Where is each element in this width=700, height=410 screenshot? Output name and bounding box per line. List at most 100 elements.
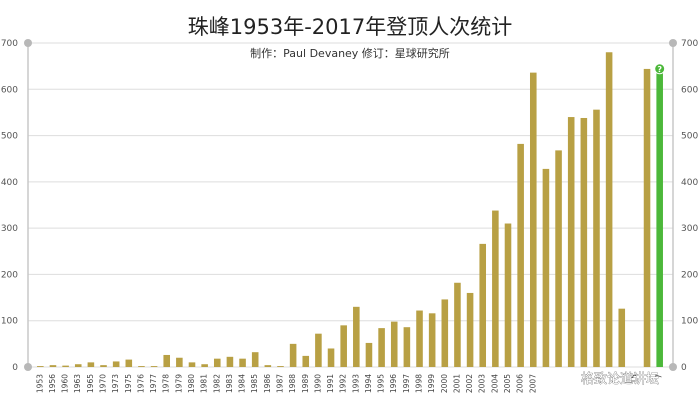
x-tick-labels: 1953 1956 1960 1963 1965 1970 1973 1975 1976 1977… — [35, 374, 663, 393]
bar — [466, 292, 474, 367]
right-axis-end-dot — [669, 363, 677, 371]
right-y-tick-label: 400 — [681, 178, 698, 188]
bar — [176, 357, 183, 367]
bar — [213, 358, 221, 367]
x-tick-label: 1991 — [326, 374, 335, 393]
bar — [302, 355, 310, 367]
x-tick-label: 2007 — [528, 374, 537, 393]
bar — [37, 366, 44, 367]
right-y-tick-label: 200 — [681, 270, 698, 280]
right-y-axis: 0 100 200 300 400 500 600 700 — [669, 39, 698, 373]
bar — [643, 68, 651, 368]
x-tick-label: 1956 — [48, 374, 57, 393]
left-y-tick-label: 400 — [1, 178, 18, 188]
bar — [264, 365, 272, 367]
bar — [567, 117, 575, 367]
x-tick-label: 2000 — [440, 374, 449, 393]
x-tick-label: 1963 — [73, 374, 82, 393]
bar — [517, 143, 524, 367]
bar — [125, 359, 133, 367]
bar — [605, 52, 613, 367]
right-y-tick-label: 700 — [681, 39, 698, 49]
bar — [100, 365, 107, 367]
bar — [226, 356, 234, 367]
x-tick-label: 1990 — [313, 374, 322, 393]
x-tick-label: 1973 — [111, 374, 120, 393]
bar-highlight — [656, 70, 663, 368]
right-y-tick-label: 600 — [681, 85, 698, 95]
bar — [49, 365, 57, 367]
bar — [327, 348, 335, 367]
x-tick-label: 1986 — [263, 374, 272, 393]
highlight-marker — [654, 63, 666, 75]
bar — [529, 72, 537, 367]
bar — [112, 361, 120, 367]
bar — [277, 366, 284, 367]
chart-title: 珠峰1953年-2017年登顶人次统计 — [188, 15, 512, 39]
bar — [315, 333, 322, 367]
left-y-axis: 0 100 200 300 400 500 600 700 — [1, 39, 32, 373]
x-tick-label: 1982 — [212, 374, 221, 393]
watermark-text: 格致论道讲坛 — [581, 371, 659, 387]
x-tick-label: 1980 — [187, 374, 196, 393]
bar — [378, 328, 385, 367]
left-y-tick-label: 200 — [1, 270, 18, 280]
left-axis-end-dot — [24, 363, 32, 371]
x-tick-label: 1970 — [99, 374, 108, 393]
bar — [428, 313, 436, 367]
bar — [62, 365, 69, 367]
bar — [365, 342, 373, 367]
bar — [138, 366, 145, 367]
x-tick-label: 1981 — [200, 374, 209, 393]
bar — [593, 109, 600, 367]
bar — [390, 321, 398, 367]
left-y-tick-label: 0 — [12, 363, 18, 373]
bar — [163, 354, 171, 367]
bar — [492, 210, 499, 367]
bar — [188, 362, 196, 367]
x-tick-label: 1960 — [61, 374, 70, 393]
right-y-tick-label: 100 — [681, 317, 698, 327]
x-tick-label: 1993 — [351, 374, 360, 393]
x-tick-label: 1979 — [174, 374, 183, 393]
x-tick-label: 2003 — [478, 374, 487, 393]
x-tick-label: 7 — [655, 374, 664, 379]
bar — [618, 308, 626, 367]
bar — [580, 117, 588, 368]
bar — [251, 352, 259, 367]
x-tick-label: 1978 — [162, 374, 171, 393]
x-tick-label: 1999 — [427, 374, 436, 393]
bar — [479, 243, 487, 367]
grid-lines — [28, 42, 673, 368]
bar — [87, 362, 95, 367]
x-tick-label: 15 — [629, 374, 638, 384]
x-tick-label: 1953 — [35, 374, 44, 393]
x-tick-label: 1975 — [124, 374, 133, 393]
bar — [289, 343, 297, 367]
bars: ? — [37, 52, 666, 368]
x-tick-label: 1976 — [136, 374, 145, 393]
right-y-tick-label: 300 — [681, 224, 698, 234]
x-tick-label: 1977 — [149, 374, 158, 393]
bar — [403, 327, 411, 367]
bar — [542, 168, 550, 367]
bar — [353, 306, 360, 367]
bar — [454, 282, 461, 367]
right-y-tick-label: 500 — [681, 132, 698, 142]
bar — [504, 223, 512, 367]
right-axis-end-dot — [669, 39, 677, 47]
x-tick-label: 1996 — [389, 374, 398, 393]
x-tick-label: 1988 — [288, 374, 297, 393]
bar — [555, 150, 562, 367]
x-tick-label: 1997 — [402, 374, 411, 393]
x-tick-label: 2002 — [465, 374, 474, 393]
x-tick-label: 1983 — [225, 374, 234, 393]
x-tick-label: 2001 — [452, 374, 461, 393]
x-tick-label: 1985 — [250, 374, 259, 393]
bar — [416, 310, 423, 367]
left-y-tick-label: 300 — [1, 224, 18, 234]
bar — [201, 364, 208, 367]
x-tick-label: 1987 — [275, 374, 284, 393]
bar — [74, 364, 82, 367]
